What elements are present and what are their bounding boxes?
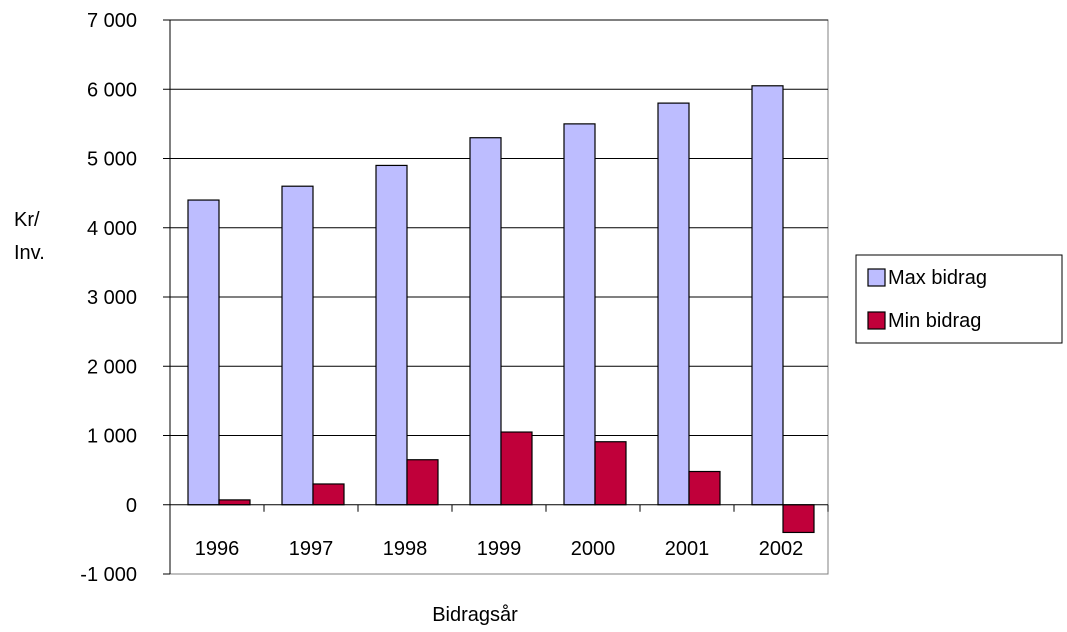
bar-min-bidrag-1996 xyxy=(218,499,251,506)
y-tick-label: 2 000 xyxy=(87,356,137,378)
x-axis-title: Bidragsår xyxy=(432,604,518,626)
x-tick-label: 1997 xyxy=(289,538,334,560)
legend-swatch xyxy=(867,311,886,330)
bar-max-bidrag-2000 xyxy=(563,123,596,506)
axes xyxy=(163,19,829,575)
legend-swatch xyxy=(867,268,886,287)
bar-max-bidrag-1997 xyxy=(281,185,314,506)
x-tick-label: 2000 xyxy=(571,538,616,560)
y-tick-label: 6 000 xyxy=(87,79,137,101)
legend-label: Max bidrag xyxy=(888,267,987,289)
bar-min-bidrag-1999 xyxy=(500,431,533,506)
bar-max-bidrag-1996 xyxy=(187,199,220,506)
bar-max-bidrag-2001 xyxy=(657,102,690,506)
x-tick-labels: 1996 1997 1998 1999 2000 2001 2002 xyxy=(195,538,804,560)
bar-min-bidrag-2001 xyxy=(688,470,721,506)
bar-min-bidrag-1998 xyxy=(406,459,439,506)
bar-min-bidrag-2000 xyxy=(594,441,627,506)
y-axis-title-line1: Kr/ xyxy=(14,209,40,231)
x-tick-label: 1998 xyxy=(383,538,428,560)
legend-label: Min bidrag xyxy=(888,310,981,332)
y-tick-label: 1 000 xyxy=(87,426,137,448)
x-tick-label: 2001 xyxy=(665,538,710,560)
bar-max-bidrag-2002 xyxy=(751,85,784,506)
bar-min-bidrag-1997 xyxy=(312,483,345,506)
y-tick-label: 7 000 xyxy=(87,10,137,32)
y-axis-title-line2: Inv. xyxy=(14,242,45,264)
x-tick-label: 1999 xyxy=(477,538,522,560)
bar-max-bidrag-1999 xyxy=(469,137,502,506)
x-tick-label: 1996 xyxy=(195,538,240,560)
legend-box xyxy=(855,254,1063,344)
y-tick-labels: -1 000 0 1 000 2 000 3 000 4 000 5 000 6 000 7 0… xyxy=(80,10,137,586)
y-tick-label: 4 000 xyxy=(87,218,137,240)
bars xyxy=(187,85,815,534)
y-tick-label: 0 xyxy=(126,495,137,517)
y-tick-label: 5 000 xyxy=(87,149,137,171)
y-tick-label: 3 000 xyxy=(87,287,137,309)
bar-min-bidrag-2002 xyxy=(782,504,815,534)
y-tick-label: -1 000 xyxy=(80,564,137,586)
legend: Max bidrag Min bidrag xyxy=(855,254,1063,344)
bar-max-bidrag-1998 xyxy=(375,164,408,506)
x-tick-label: 2002 xyxy=(759,538,804,560)
